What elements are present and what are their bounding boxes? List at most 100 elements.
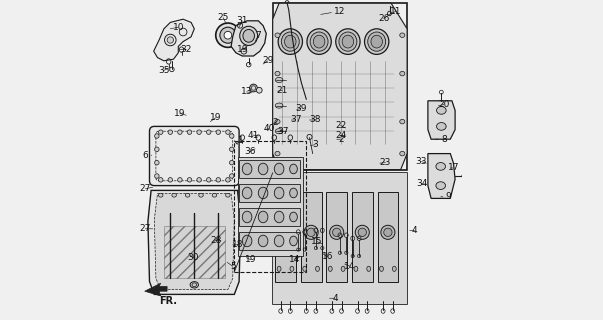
Ellipse shape <box>197 130 201 134</box>
Ellipse shape <box>178 178 182 182</box>
Text: 19: 19 <box>174 109 186 118</box>
Text: 32: 32 <box>180 45 192 54</box>
FancyBboxPatch shape <box>150 126 239 186</box>
Text: FR.: FR. <box>159 296 177 306</box>
Ellipse shape <box>289 212 297 222</box>
Ellipse shape <box>336 29 360 54</box>
Bar <box>273 3 407 170</box>
Ellipse shape <box>216 130 221 134</box>
Polygon shape <box>148 190 241 294</box>
Text: 10: 10 <box>170 23 184 32</box>
Ellipse shape <box>154 134 159 138</box>
Ellipse shape <box>159 130 163 134</box>
Ellipse shape <box>206 178 211 182</box>
Ellipse shape <box>437 123 446 130</box>
Ellipse shape <box>154 160 159 165</box>
Polygon shape <box>239 160 300 178</box>
Ellipse shape <box>226 130 230 134</box>
Ellipse shape <box>381 225 395 239</box>
Ellipse shape <box>258 235 268 247</box>
Bar <box>301 192 321 282</box>
Ellipse shape <box>275 33 280 37</box>
Ellipse shape <box>274 82 284 91</box>
Text: 23: 23 <box>380 158 391 167</box>
Ellipse shape <box>242 211 252 223</box>
Ellipse shape <box>230 147 234 152</box>
Bar <box>326 192 347 282</box>
Ellipse shape <box>168 178 172 182</box>
Polygon shape <box>154 194 235 290</box>
Ellipse shape <box>314 35 325 48</box>
Ellipse shape <box>197 178 201 182</box>
Ellipse shape <box>216 23 240 47</box>
Text: 8: 8 <box>435 135 447 144</box>
Bar <box>273 173 407 304</box>
Ellipse shape <box>371 35 382 48</box>
Ellipse shape <box>282 32 299 51</box>
Text: 13: 13 <box>241 87 252 96</box>
Polygon shape <box>239 232 300 250</box>
Text: 41: 41 <box>247 131 259 140</box>
Text: 22: 22 <box>335 121 346 130</box>
Ellipse shape <box>278 29 303 54</box>
Ellipse shape <box>275 77 283 83</box>
Ellipse shape <box>154 147 159 152</box>
Text: 24: 24 <box>335 132 346 140</box>
Ellipse shape <box>330 225 344 239</box>
Ellipse shape <box>230 174 234 178</box>
Text: 39: 39 <box>295 104 306 113</box>
Ellipse shape <box>274 211 284 223</box>
Polygon shape <box>238 157 303 256</box>
Text: 26: 26 <box>378 14 390 23</box>
Ellipse shape <box>368 32 386 51</box>
Text: 16: 16 <box>322 252 333 261</box>
Text: 27: 27 <box>140 184 153 193</box>
Text: 33: 33 <box>415 157 428 166</box>
Ellipse shape <box>240 26 257 45</box>
Ellipse shape <box>289 188 297 198</box>
Ellipse shape <box>258 211 268 223</box>
Text: 21: 21 <box>277 86 288 95</box>
Text: 12: 12 <box>321 7 346 16</box>
Text: 18: 18 <box>232 240 244 249</box>
Polygon shape <box>239 208 300 226</box>
Polygon shape <box>273 3 407 170</box>
Ellipse shape <box>400 33 405 37</box>
Ellipse shape <box>216 178 221 182</box>
Polygon shape <box>231 21 267 56</box>
Ellipse shape <box>250 84 257 92</box>
Text: 1: 1 <box>236 136 244 145</box>
Text: 9: 9 <box>441 192 452 201</box>
Text: 34: 34 <box>416 180 427 188</box>
Ellipse shape <box>279 225 292 239</box>
Ellipse shape <box>339 32 357 51</box>
Ellipse shape <box>358 228 367 236</box>
Bar <box>275 192 296 282</box>
Text: 30: 30 <box>188 253 199 262</box>
Ellipse shape <box>275 71 280 76</box>
Ellipse shape <box>367 266 371 271</box>
Text: 6: 6 <box>142 151 152 160</box>
Ellipse shape <box>230 160 234 165</box>
Ellipse shape <box>206 130 211 134</box>
Ellipse shape <box>188 178 192 182</box>
Ellipse shape <box>436 163 446 170</box>
Ellipse shape <box>282 228 289 236</box>
Text: 19: 19 <box>210 113 221 122</box>
Ellipse shape <box>212 193 216 197</box>
Text: 20: 20 <box>438 100 450 109</box>
Text: 17: 17 <box>448 164 459 172</box>
Ellipse shape <box>354 266 358 271</box>
Ellipse shape <box>243 29 254 42</box>
Ellipse shape <box>220 27 236 43</box>
Ellipse shape <box>384 228 392 236</box>
Polygon shape <box>154 19 194 61</box>
Ellipse shape <box>400 71 405 76</box>
Bar <box>377 192 399 282</box>
Ellipse shape <box>436 182 446 189</box>
Text: 14: 14 <box>344 262 356 271</box>
Ellipse shape <box>275 119 280 124</box>
Text: 36: 36 <box>244 148 256 156</box>
Bar <box>352 192 373 282</box>
Ellipse shape <box>275 103 283 108</box>
